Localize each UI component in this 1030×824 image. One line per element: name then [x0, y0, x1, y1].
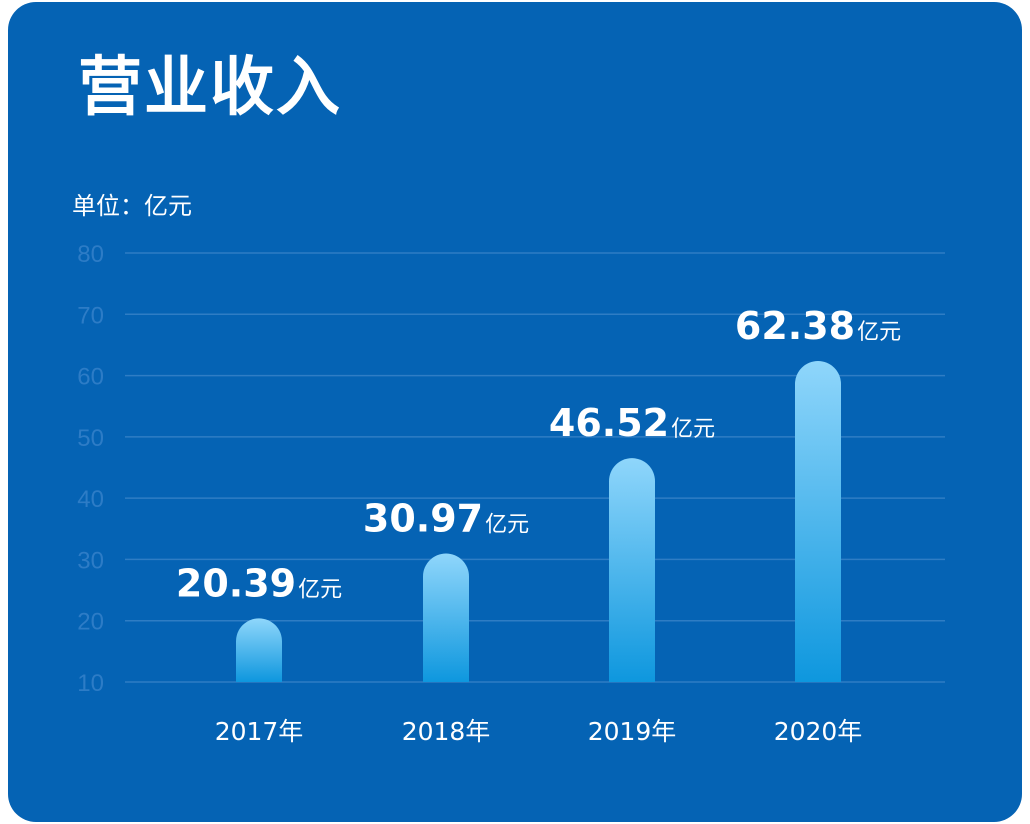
value-label: 20.39亿元 — [176, 561, 342, 605]
bar-2020年 — [795, 360, 841, 682]
x-tick-label: 2020年 — [774, 717, 863, 746]
bar-2019年 — [609, 458, 655, 682]
x-tick-label: 2017年 — [215, 717, 304, 746]
y-tick-label: 40 — [77, 486, 104, 513]
unit-label: 单位：亿元 — [72, 192, 192, 220]
value-label: 46.52亿元 — [549, 401, 715, 445]
value-label: 62.38亿元 — [735, 304, 901, 348]
bar-2018年 — [423, 553, 469, 682]
chart-card: 营业收入 单位：亿元 — [8, 2, 1022, 822]
y-tick-label: 70 — [77, 302, 104, 329]
chart-title: 营业收入 — [78, 51, 342, 125]
x-tick-label: 2018年 — [402, 717, 491, 746]
y-tick-label: 60 — [77, 364, 104, 391]
bar-2017年 — [236, 618, 282, 682]
bars — [236, 360, 841, 682]
value-label: 30.97亿元 — [363, 496, 529, 540]
x-axis-labels: 2017年 2018年 2019年 2020年 — [215, 717, 863, 746]
y-axis-ticks: 10 20 30 40 50 60 70 80 — [77, 241, 104, 697]
y-tick-label: 80 — [77, 241, 104, 268]
x-tick-label: 2019年 — [588, 717, 677, 746]
y-tick-label: 50 — [77, 425, 104, 452]
y-tick-label: 10 — [77, 670, 104, 697]
value-labels: 20.39亿元 30.97亿元 46.52亿元 62.38亿元 — [176, 304, 901, 605]
y-tick-label: 30 — [77, 547, 104, 574]
y-tick-label: 20 — [77, 609, 104, 636]
